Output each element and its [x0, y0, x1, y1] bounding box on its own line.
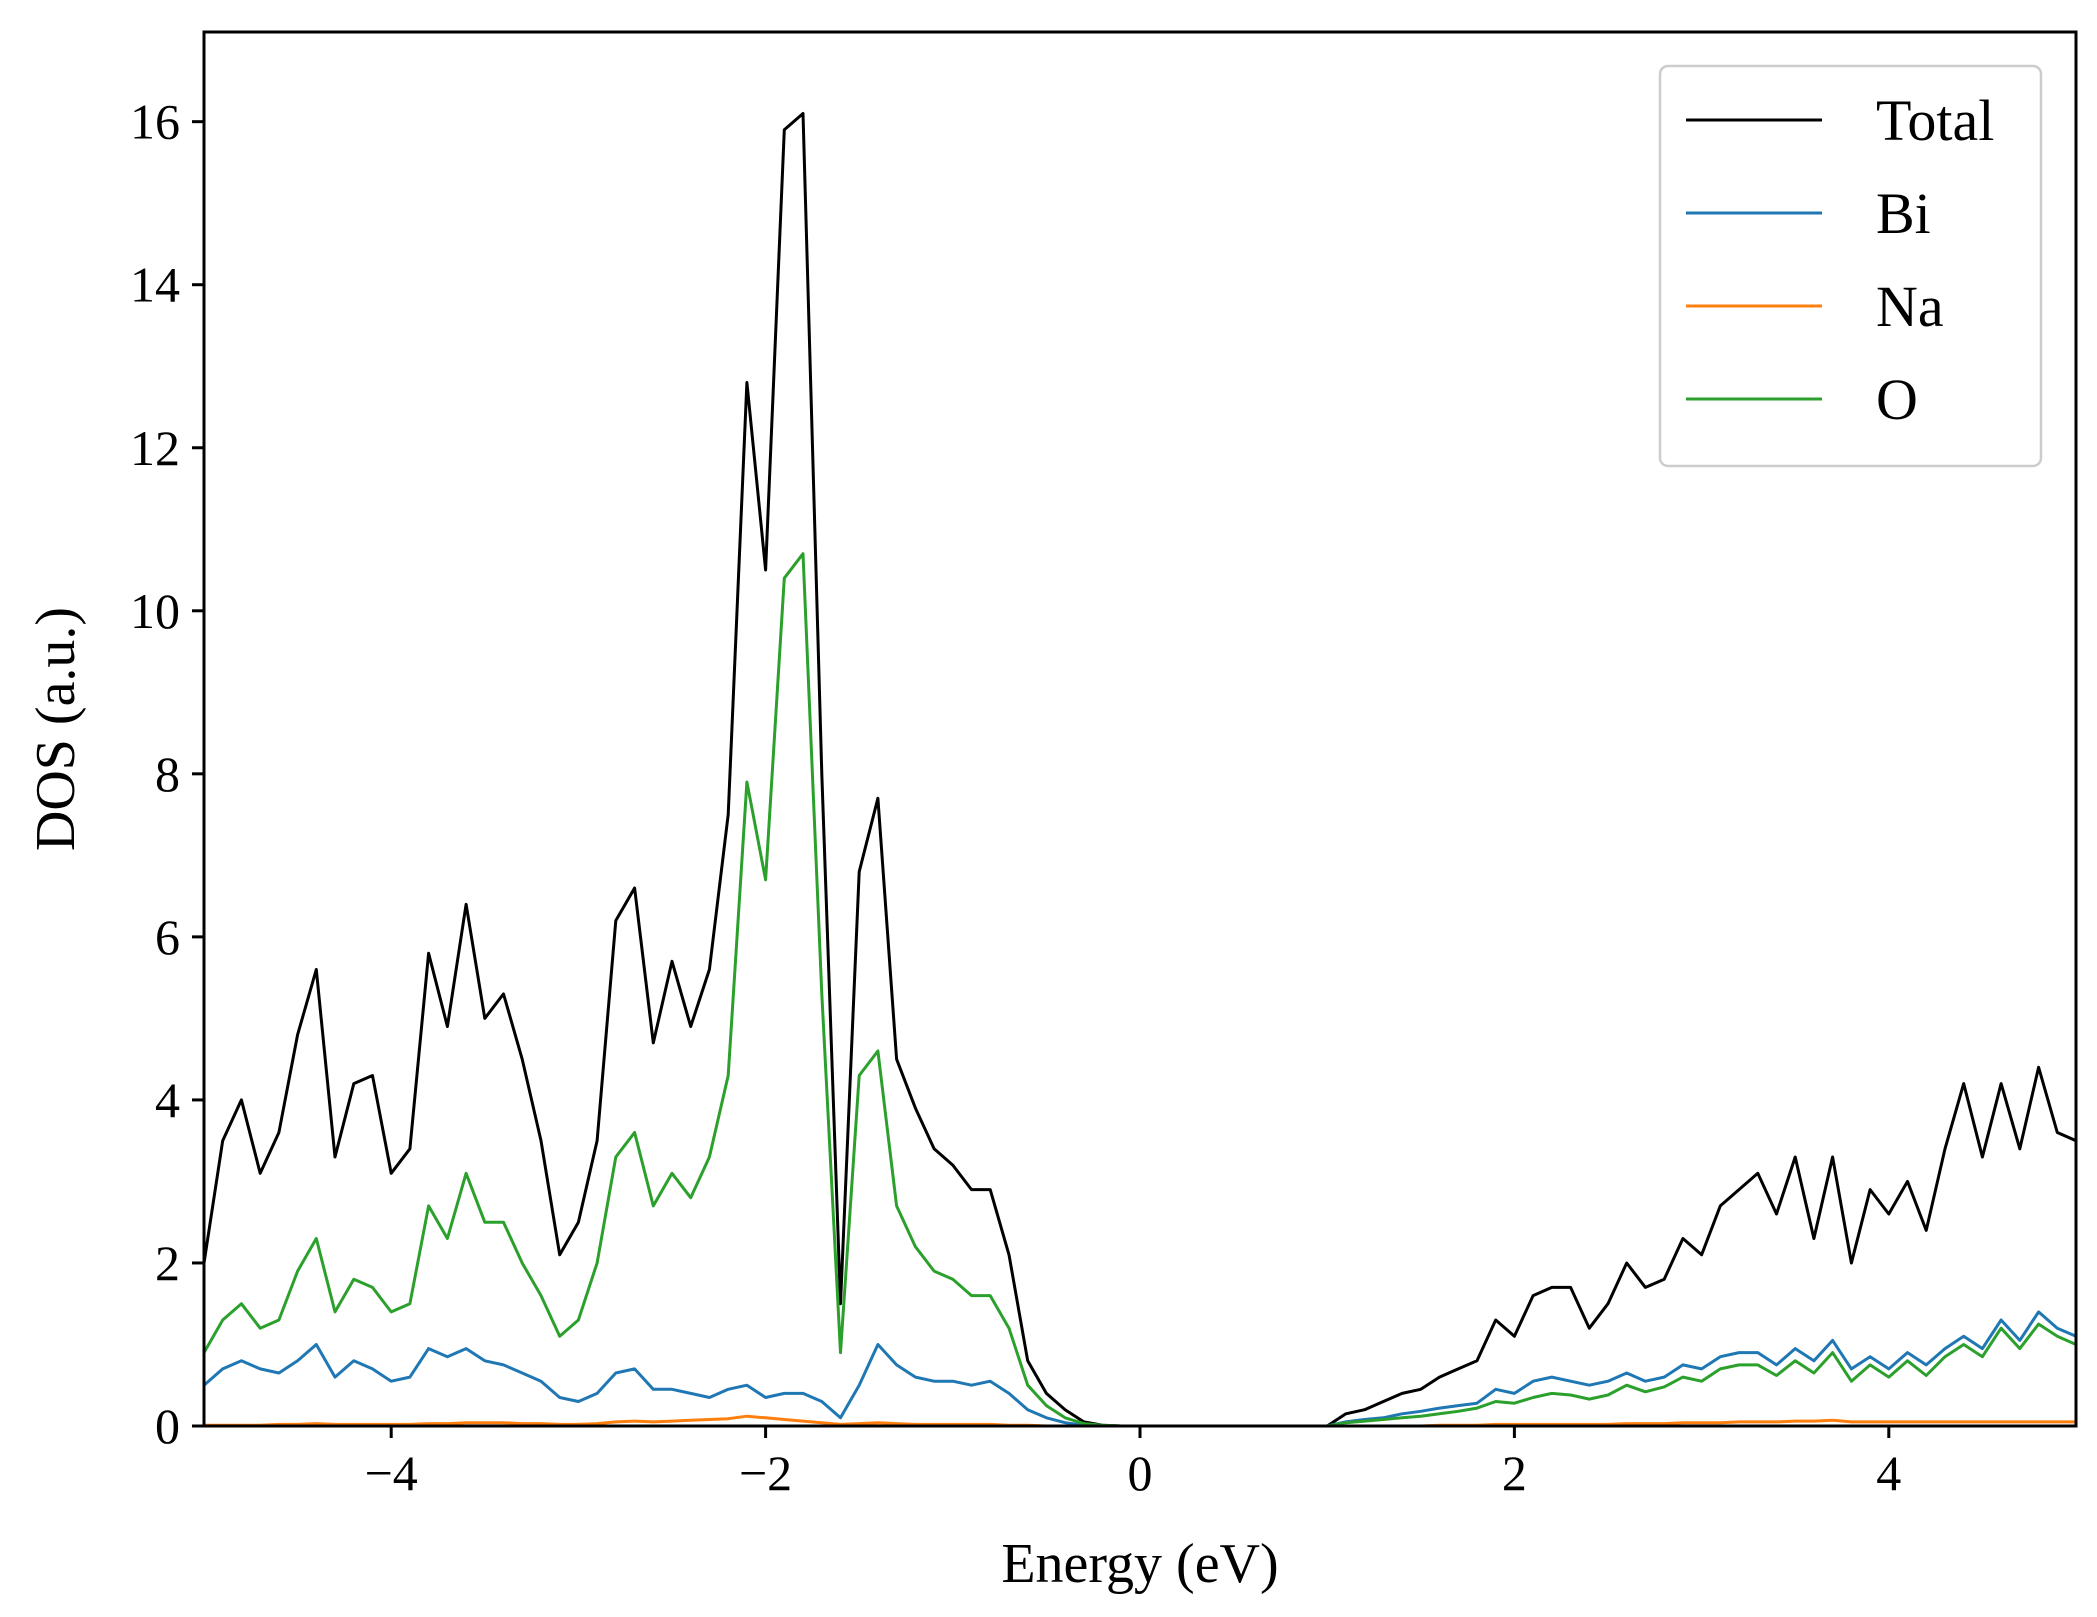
series-line-na [204, 1414, 2076, 1426]
x-axis: −4 −2 0 2 4 [365, 1426, 1901, 1501]
y-tick-label: 6 [155, 909, 180, 965]
legend-label-total: Total [1876, 88, 1994, 153]
x-tick-label: 0 [1128, 1445, 1153, 1501]
series-line-total [204, 112, 2076, 1426]
y-tick-label: 12 [130, 420, 180, 476]
series-line-o [204, 552, 2076, 1426]
legend-label-bi: Bi [1876, 181, 1931, 246]
y-tick-label: 16 [130, 94, 180, 150]
legend: Total Bi Na O [1658, 64, 2043, 468]
y-tick-label: 8 [155, 746, 180, 802]
y-axis-title: DOS (a.u.) [25, 607, 87, 851]
legend-label-na: Na [1876, 274, 1944, 339]
y-tick-label: 10 [130, 583, 180, 639]
legend-box [1658, 64, 2043, 468]
x-tick-label: 2 [1502, 1445, 1527, 1501]
x-tick-label: −2 [739, 1445, 792, 1501]
x-tick-label: −4 [365, 1445, 418, 1501]
x-axis-title: Energy (eV) [1001, 1533, 1278, 1595]
y-tick-label: 2 [155, 1235, 180, 1291]
series-layer [204, 112, 2076, 1426]
y-tick-label: 4 [155, 1072, 180, 1128]
y-tick-label: 0 [155, 1398, 180, 1454]
x-tick-label: 4 [1876, 1445, 1901, 1501]
y-tick-label: 14 [130, 257, 180, 313]
series-line-bi [204, 1310, 2076, 1426]
legend-label-o: O [1876, 367, 1918, 432]
y-axis: 0 2 4 6 8 10 12 14 16 [130, 94, 204, 1454]
